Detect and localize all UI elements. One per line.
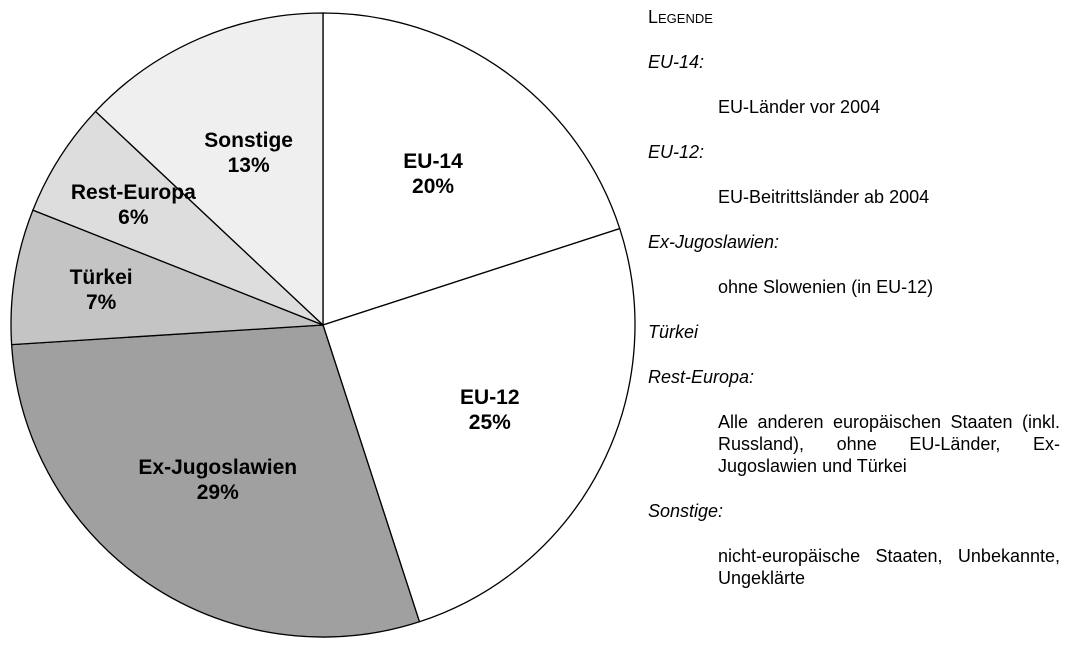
pie-slice: [322, 227, 636, 623]
legend-description: EU-Länder vor 2004: [718, 97, 881, 117]
slice-label: Sonstige 13%: [164, 128, 334, 178]
slice-category: Ex-Jugoslawien: [138, 455, 298, 479]
pie-slice: [10, 324, 421, 638]
legend-description: ohne Slowenien (in EU-12): [718, 277, 934, 297]
legend-term: Ex-Jugoslawien:: [648, 232, 780, 252]
slice-value: 6%: [118, 205, 149, 229]
slice-category: Sonstige: [204, 129, 293, 153]
pie-chart: [10, 12, 636, 638]
pie-slice: [322, 12, 621, 326]
slice-category: Türkei: [69, 265, 133, 289]
slice-category: Rest-Europa: [70, 180, 196, 204]
legend-term: Sonstige:: [648, 501, 724, 521]
slice-label: Ex-Jugoslawien 29%: [133, 455, 303, 505]
slice-value: 29%: [196, 480, 239, 504]
pie-slice: [10, 209, 324, 346]
legend-term: Türkei: [648, 322, 699, 342]
slice-category: EU-14: [403, 149, 463, 173]
legend-term: EU-14:: [648, 52, 705, 72]
slice-label: EU-12 25%: [405, 385, 575, 435]
legend-description: nicht-europäische Staaten, Unbekannte, U…: [718, 546, 1060, 588]
legend-description: EU-Beitrittsländer ab 2004: [718, 187, 930, 207]
slice-value: 13%: [227, 154, 270, 178]
slice-value: 20%: [412, 174, 455, 198]
slice-label: Rest-Europa 6%: [48, 180, 218, 230]
legend-term: Rest-Europa:: [648, 367, 755, 387]
legend-title: Legende: [648, 7, 713, 27]
pie-slice: [94, 12, 324, 327]
slice-label: EU-14 20%: [348, 149, 518, 199]
slice-category: EU-12: [460, 385, 520, 409]
slice-label: Türkei 7%: [16, 265, 186, 315]
slice-value: 7%: [85, 290, 117, 314]
legend-term: EU-12:: [648, 142, 705, 162]
slice-value: 25%: [468, 410, 511, 434]
legend-description: Alle anderen europäischen Staaten (inkl.…: [718, 412, 1060, 476]
legend: Legende EU-14: EU-Länder vor 2004 EU-12: EU…: [648, 6, 1060, 612]
